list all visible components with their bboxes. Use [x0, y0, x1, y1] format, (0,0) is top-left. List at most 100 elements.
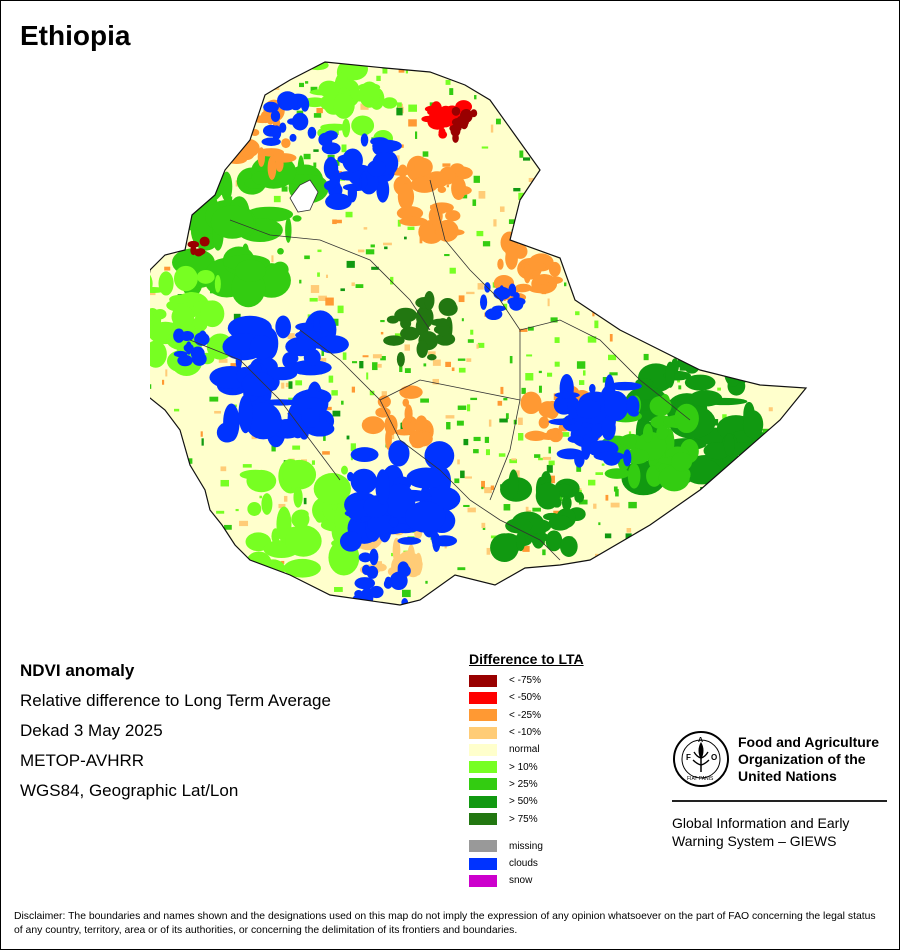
anomaly-pixel — [380, 331, 384, 335]
anomaly-pixel — [190, 186, 195, 193]
anomaly-pixel — [674, 559, 678, 562]
anomaly-pixel — [467, 507, 476, 513]
anomaly-patch — [397, 561, 409, 575]
anomaly-patch — [320, 123, 349, 131]
anomaly-pixel — [735, 369, 742, 377]
anomaly-patch — [546, 276, 563, 285]
anomaly-patch — [183, 343, 194, 353]
anomaly-pixel — [746, 113, 755, 120]
anomaly-pixel — [553, 510, 562, 516]
anomaly-patch — [608, 381, 642, 391]
fao-logo-icon: F O A FIAT PANIS — [673, 731, 729, 787]
anomaly-pixel — [325, 274, 329, 278]
anomaly-patch — [703, 442, 731, 460]
anomaly-pixel — [207, 81, 211, 87]
anomaly-pixel — [783, 500, 790, 505]
anomaly-pixel — [432, 378, 439, 385]
anomaly-pixel — [594, 309, 600, 312]
anomaly-patch — [555, 483, 573, 497]
map-title: Ethiopia — [20, 20, 131, 51]
info-line-period: Dekad 3 May 2025 — [20, 721, 163, 740]
legend-class-label: > 75% — [509, 813, 538, 825]
anomaly-patch — [169, 294, 190, 304]
anomaly-pixel — [185, 203, 192, 211]
anomaly-pixel — [578, 499, 588, 505]
anomaly-patch — [574, 450, 585, 468]
anomaly-patch — [244, 402, 282, 440]
anomaly-pixel — [595, 472, 604, 475]
anomaly-pixel — [151, 110, 159, 117]
anomaly-pixel — [608, 354, 617, 361]
anomaly-pixel — [583, 230, 592, 239]
anomaly-pixel — [713, 160, 721, 165]
anomaly-pixel — [350, 443, 356, 452]
anomaly-patch — [414, 415, 428, 436]
anomaly-patch — [198, 330, 207, 342]
anomaly-patch — [153, 308, 167, 320]
anomaly-pixel — [673, 117, 679, 125]
anomaly-patch — [574, 491, 585, 503]
anomaly-pixel — [449, 267, 456, 274]
anomaly-pixel — [292, 445, 301, 450]
anomaly-pixel — [522, 545, 530, 552]
legend-class-swatch — [469, 674, 497, 687]
anomaly-pixel — [510, 104, 516, 112]
anomaly-pixel — [395, 155, 400, 162]
anomaly-pixel — [774, 585, 777, 589]
anomaly-pixel — [214, 410, 222, 414]
anomaly-pixel — [609, 334, 613, 342]
legend-class-label: > 50% — [509, 796, 538, 808]
ndvi-anomaly-map — [150, 61, 816, 607]
anomaly-pixel — [704, 272, 713, 275]
anomaly-pixel — [688, 256, 693, 262]
anomaly-pixel — [808, 436, 816, 439]
anomaly-pixel — [797, 244, 803, 248]
anomaly-pixel — [715, 507, 722, 513]
anomaly-pixel — [721, 208, 727, 214]
anomaly-patch — [424, 291, 435, 310]
anomaly-pixel — [206, 596, 212, 602]
anomaly-patch — [388, 516, 399, 528]
anomaly-patch — [397, 183, 415, 210]
anomaly-pixel — [233, 313, 241, 321]
anomaly-pixel — [397, 219, 401, 227]
anomaly-pixel — [755, 504, 762, 512]
legend-class-label: > 25% — [509, 778, 538, 790]
anomaly-pixel — [626, 585, 631, 589]
anomaly-pixel — [698, 210, 702, 215]
region-boundaries — [189, 179, 691, 561]
anomaly-pixel — [554, 337, 560, 343]
anomaly-patch — [394, 307, 418, 323]
anomaly-patch — [173, 350, 188, 358]
anomaly-pixel — [325, 297, 334, 306]
anomaly-pixel — [521, 128, 527, 135]
anomaly-pixel — [509, 355, 513, 364]
legend-extra-row: clouds — [469, 855, 584, 872]
anomaly-patch — [437, 186, 447, 194]
anomaly-pixel — [287, 333, 295, 340]
anomaly-pixel — [735, 125, 739, 133]
anomaly-patch — [251, 171, 270, 185]
anomaly-patch — [271, 153, 297, 163]
anomaly-pixel — [732, 461, 739, 464]
anomaly-patch — [289, 359, 332, 376]
anomaly-pixel — [599, 156, 607, 159]
legend-class-swatch — [469, 691, 497, 704]
anomaly-patch — [383, 483, 416, 519]
logo-motto: FIAT PANIS — [687, 776, 714, 782]
anomaly-pixel — [703, 324, 709, 327]
anomaly-pixel — [756, 73, 763, 76]
anomaly-patch — [270, 110, 281, 123]
anomaly-pixel — [176, 605, 182, 607]
anomaly-pixel — [626, 265, 636, 274]
anomaly-patch — [623, 449, 632, 467]
anomaly-pixel — [281, 382, 285, 389]
anomaly-pixel — [467, 404, 471, 412]
anomaly-pixel — [717, 387, 721, 391]
anomaly-pixel — [789, 109, 795, 116]
anomaly-patch — [684, 374, 716, 391]
anomaly-pixel — [150, 439, 155, 446]
anomaly-patch — [376, 177, 390, 203]
anomaly-pixel — [382, 66, 388, 74]
anomaly-patch — [520, 391, 542, 415]
